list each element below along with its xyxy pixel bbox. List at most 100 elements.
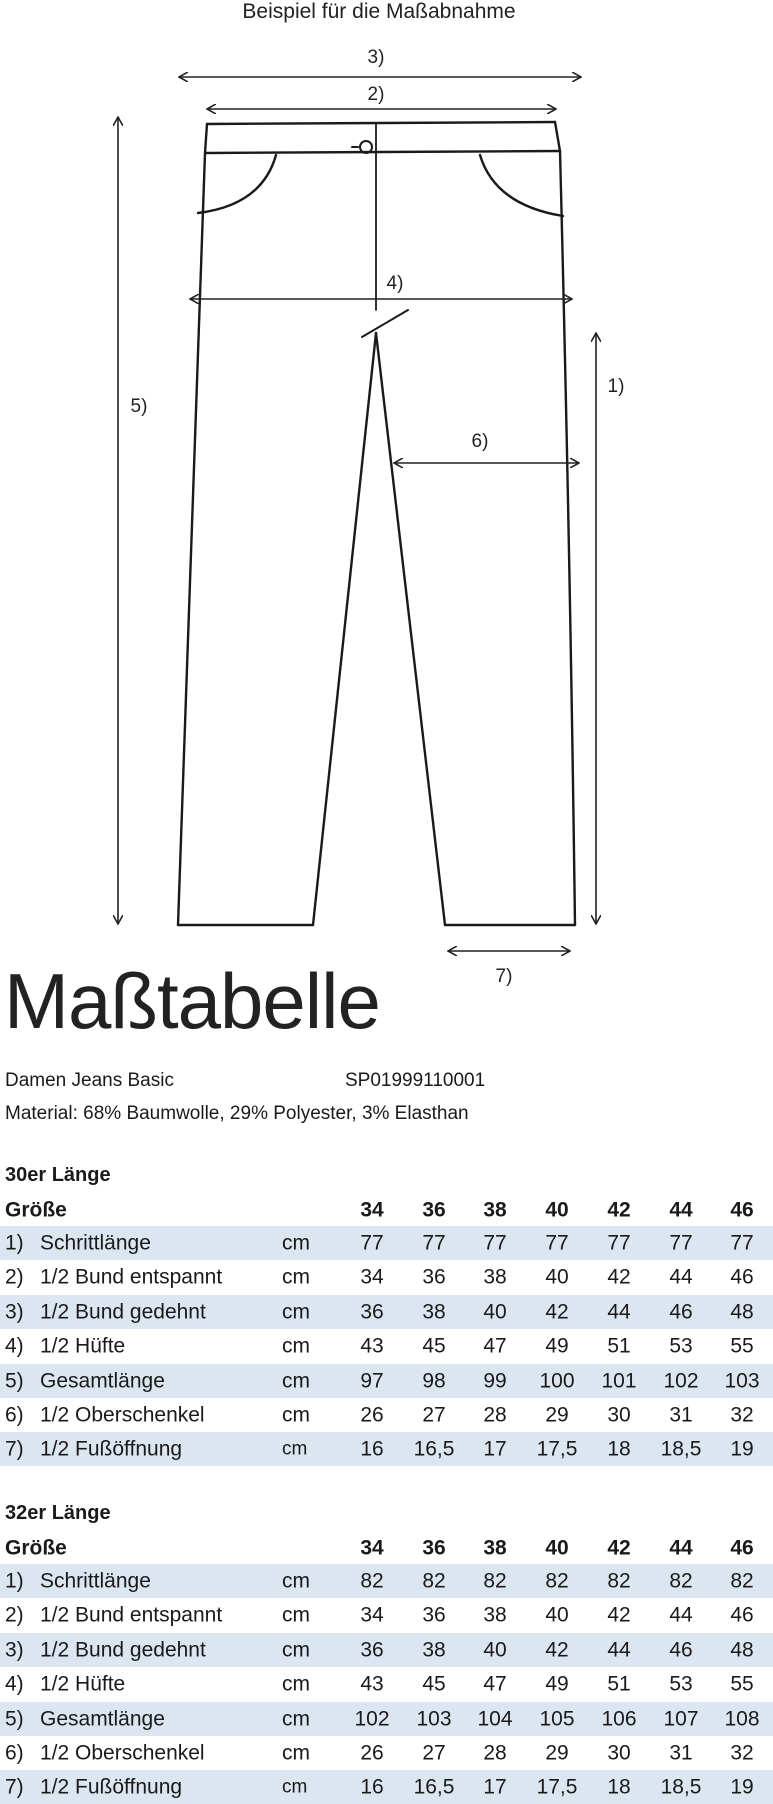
row-value: 36	[422, 1265, 446, 1289]
product-name: Damen Jeans Basic	[5, 1070, 174, 1091]
row-number: 5)	[5, 1707, 24, 1731]
row-label: Gesamtlänge	[40, 1369, 165, 1393]
page-title: Maßtabelle	[4, 957, 381, 1045]
size-header: 34	[360, 1536, 384, 1560]
row-number: 5)	[5, 1369, 24, 1393]
size-label: Größe	[5, 1198, 67, 1222]
row-value: 28	[483, 1741, 507, 1765]
row-unit: cm	[282, 1707, 310, 1731]
row-value: 98	[422, 1369, 446, 1393]
row-value: 26	[360, 1403, 384, 1427]
row-value: 36	[360, 1638, 384, 1662]
row-value: 19	[730, 1775, 754, 1799]
row-value: 40	[483, 1638, 507, 1662]
row-number: 2)	[5, 1603, 24, 1627]
row-value: 97	[360, 1369, 384, 1393]
row-value: 82	[607, 1569, 631, 1593]
table-row: 4) 1/2 Hüfte cm 43 45 47 49 51 53 55	[0, 1329, 773, 1363]
size-header: 40	[545, 1198, 569, 1222]
size-header: 44	[669, 1198, 693, 1222]
label-measure-3: 3)	[367, 47, 385, 68]
row-unit: cm	[282, 1776, 308, 1798]
row-value: 82	[422, 1569, 446, 1593]
table-row: 2) 1/2 Bund entspannt cm 34 36 38 40 42 44 46	[0, 1260, 773, 1294]
measurement-arrows	[118, 77, 596, 951]
row-value: 40	[483, 1300, 507, 1324]
row-value: 34	[360, 1603, 384, 1627]
row-value: 55	[730, 1672, 754, 1696]
row-value: 100	[539, 1369, 575, 1393]
row-label: 1/2 Bund gedehnt	[40, 1300, 206, 1324]
row-label: 1/2 Fußöffnung	[40, 1775, 183, 1799]
row-value: 53	[669, 1334, 693, 1358]
row-number: 7)	[5, 1775, 24, 1799]
row-value: 44	[669, 1603, 693, 1627]
row-value: 32	[730, 1741, 754, 1765]
row-value: 46	[730, 1603, 754, 1627]
row-unit: cm	[282, 1403, 310, 1427]
row-value: 51	[607, 1334, 631, 1358]
row-value: 104	[477, 1707, 513, 1731]
row-unit: cm	[282, 1672, 310, 1696]
table-row: 3) 1/2 Bund gedehnt cm 36 38 40 42 44 46 48	[0, 1632, 773, 1667]
row-value: 82	[669, 1569, 693, 1593]
row-value: 77	[545, 1231, 569, 1255]
row-number: 3)	[5, 1638, 24, 1662]
row-unit: cm	[282, 1265, 310, 1289]
row-unit: cm	[282, 1300, 310, 1324]
table-title: 32er Länge	[5, 1502, 111, 1524]
row-label: 1/2 Hüfte	[40, 1672, 126, 1696]
row-unit: cm	[282, 1438, 308, 1460]
size-header: 40	[545, 1536, 569, 1560]
row-value: 45	[422, 1334, 446, 1358]
row-value: 106	[601, 1707, 637, 1731]
row-value: 27	[422, 1741, 446, 1765]
label-measure-5: 5)	[130, 396, 148, 417]
size-header: 36	[422, 1536, 446, 1560]
row-value: 30	[607, 1741, 631, 1765]
row-value: 82	[360, 1569, 384, 1593]
table-row: 5) Gesamtlänge cm 102 103 104 105 106 107 108	[0, 1701, 773, 1736]
row-unit: cm	[282, 1369, 310, 1393]
row-label: 1/2 Hüfte	[40, 1334, 126, 1358]
row-label: 1/2 Bund gedehnt	[40, 1638, 206, 1662]
row-value: 18,5	[660, 1437, 702, 1461]
row-unit: cm	[282, 1741, 310, 1765]
row-value: 17	[483, 1437, 507, 1461]
table-row: 3) 1/2 Bund gedehnt cm 36 38 40 42 44 46 48	[0, 1294, 773, 1329]
row-value: 82	[483, 1569, 507, 1593]
row-value: 51	[607, 1672, 631, 1696]
row-value: 44	[607, 1300, 631, 1324]
row-value: 77	[730, 1231, 754, 1255]
row-value: 31	[669, 1741, 693, 1765]
row-value: 101	[601, 1369, 637, 1393]
drawing-title: Beispiel für die Maßabnahme	[242, 0, 516, 23]
size-header: 42	[607, 1536, 631, 1560]
row-unit: cm	[282, 1603, 310, 1627]
row-label: Gesamtlänge	[40, 1707, 165, 1731]
row-value: 40	[545, 1603, 569, 1627]
row-value: 77	[607, 1231, 631, 1255]
row-value: 99	[483, 1369, 507, 1393]
size-header: 38	[483, 1198, 507, 1222]
label-measure-4: 4)	[386, 273, 404, 294]
row-number: 6)	[5, 1403, 24, 1427]
row-value: 42	[545, 1638, 569, 1662]
size-label: Größe	[5, 1536, 67, 1560]
row-value: 107	[663, 1707, 699, 1731]
row-value: 42	[545, 1300, 569, 1324]
row-value: 47	[483, 1672, 507, 1696]
row-value: 102	[354, 1707, 390, 1731]
table-row: 2) 1/2 Bund entspannt cm 34 36 38 40 42 44 46	[0, 1598, 773, 1632]
row-value: 36	[360, 1300, 384, 1324]
row-value: 43	[360, 1334, 384, 1358]
row-value: 44	[607, 1638, 631, 1662]
row-number: 4)	[5, 1672, 24, 1696]
table-row: 6) 1/2 Oberschenkel cm 26 27 28 29 30 31 32	[0, 1398, 773, 1432]
row-label: 1/2 Oberschenkel	[40, 1741, 205, 1765]
row-value: 30	[607, 1403, 631, 1427]
table-header-row: Größe 34 36 38 40 42 44 46	[0, 1531, 773, 1565]
row-value: 38	[422, 1300, 446, 1324]
row-value: 55	[730, 1334, 754, 1358]
row-number: 1)	[5, 1231, 24, 1255]
